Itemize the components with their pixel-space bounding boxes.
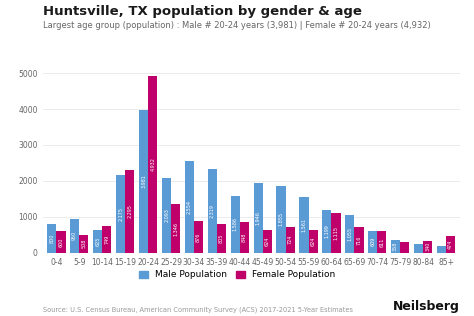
Text: Source: U.S. Census Bureau, American Community Survey (ACS) 2017-2021 5-Year Est: Source: U.S. Census Bureau, American Com… — [43, 306, 353, 313]
Text: 624: 624 — [265, 237, 270, 246]
Text: 800: 800 — [49, 234, 55, 243]
Text: 3,981: 3,981 — [141, 174, 146, 188]
Legend: Male Population, Female Population: Male Population, Female Population — [135, 267, 339, 283]
Bar — [263, 230, 272, 253]
Text: 805: 805 — [219, 234, 224, 243]
Bar — [171, 204, 180, 253]
Bar — [148, 76, 157, 253]
Bar — [309, 230, 318, 253]
Bar — [93, 230, 102, 253]
Text: 1,346: 1,346 — [173, 222, 178, 236]
Text: 848: 848 — [242, 233, 247, 242]
Text: 2,554: 2,554 — [187, 200, 192, 214]
Text: 2,175: 2,175 — [118, 207, 123, 221]
Text: 2,295: 2,295 — [127, 205, 132, 218]
Bar — [125, 170, 134, 253]
Text: 1,561: 1,561 — [301, 218, 306, 232]
Text: 624: 624 — [310, 237, 316, 246]
Bar — [345, 215, 355, 253]
Bar — [47, 224, 56, 253]
Bar — [79, 234, 89, 253]
Bar — [185, 161, 194, 253]
Bar — [286, 227, 295, 253]
Text: 2,093: 2,093 — [164, 208, 169, 222]
Text: Largest age group (population) : Male # 20-24 years (3,981) | Female # 20-24 yea: Largest age group (population) : Male # … — [43, 21, 430, 29]
Text: 1,586: 1,586 — [233, 217, 237, 231]
Text: 625: 625 — [95, 237, 100, 246]
Bar — [391, 240, 400, 253]
Bar — [102, 226, 111, 253]
Text: 1,199: 1,199 — [324, 224, 329, 238]
Text: 716: 716 — [356, 235, 362, 245]
Bar — [70, 219, 79, 253]
Bar — [276, 186, 286, 253]
Bar — [377, 231, 386, 253]
Text: Huntsville, TX population by gender & age: Huntsville, TX population by gender & ag… — [43, 5, 362, 18]
Text: 2,319: 2,319 — [210, 204, 215, 218]
Bar — [139, 110, 148, 253]
Bar — [400, 242, 410, 253]
Bar — [230, 196, 240, 253]
Bar — [240, 222, 249, 253]
Bar — [116, 175, 125, 253]
Text: 474: 474 — [448, 240, 453, 249]
Bar — [208, 169, 217, 253]
Bar — [254, 183, 263, 253]
Text: 1,855: 1,855 — [279, 212, 283, 227]
Bar — [56, 231, 65, 253]
Text: 1,946: 1,946 — [255, 211, 261, 225]
Text: 876: 876 — [196, 232, 201, 242]
Text: 358: 358 — [393, 242, 398, 251]
Text: 340: 340 — [425, 242, 430, 252]
Bar — [437, 246, 446, 253]
Text: Neilsberg: Neilsberg — [393, 300, 460, 313]
Text: 1,055: 1,055 — [347, 227, 352, 241]
Bar — [355, 227, 364, 253]
Bar — [331, 213, 341, 253]
Bar — [194, 221, 203, 253]
Text: 724: 724 — [288, 235, 292, 245]
Bar — [414, 244, 423, 253]
Text: 600: 600 — [58, 237, 64, 247]
Bar — [368, 231, 377, 253]
Bar — [217, 224, 226, 253]
Text: 950: 950 — [72, 231, 77, 240]
Text: 4,932: 4,932 — [150, 157, 155, 171]
Bar — [162, 178, 171, 253]
Bar — [446, 236, 455, 253]
Text: 508: 508 — [82, 239, 86, 248]
Bar — [423, 240, 432, 253]
Text: 611: 611 — [379, 237, 384, 246]
Bar — [322, 210, 331, 253]
Text: 749: 749 — [104, 235, 109, 244]
Text: 1,115: 1,115 — [334, 226, 338, 240]
Bar — [300, 197, 309, 253]
Text: 609: 609 — [370, 237, 375, 246]
